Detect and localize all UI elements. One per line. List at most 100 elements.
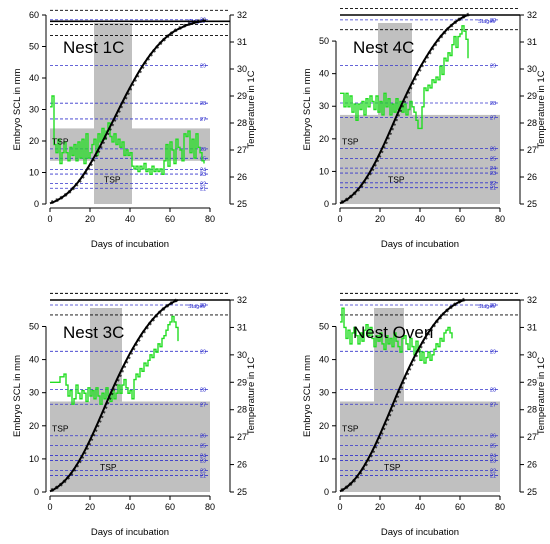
y2-tick-label: 27 (237, 145, 247, 155)
y2-tick-label: 25 (237, 487, 247, 497)
y2-tick-label: 29 (527, 91, 537, 101)
x-tick-label: 0 (47, 502, 52, 512)
temperature-series-line (50, 315, 179, 405)
stage-label-23: 23 (200, 459, 206, 465)
stage-label-23: 23 (490, 459, 496, 465)
x-axis-title: Days of incubation (91, 527, 169, 538)
y-tick-label: 0 (324, 487, 329, 497)
x-tick-label: 40 (415, 502, 425, 512)
x-tick-label: 60 (455, 502, 465, 512)
y-tick-label: 0 (34, 199, 39, 209)
stage-label-21: 21 (490, 473, 496, 479)
stage-label-29: 29 (200, 349, 206, 355)
y-axis-title: Embryo SCL in mm (12, 68, 23, 150)
x-tick-label: 80 (495, 214, 505, 224)
y2-tick-label: 26 (237, 460, 247, 470)
y2-tick-label: 32 (237, 10, 247, 20)
y2-tick-label: 32 (527, 10, 537, 20)
y2-tick-label: 31 (527, 322, 537, 332)
stage-label-26: 26 (200, 147, 206, 153)
stage-label-26: 26 (490, 147, 496, 153)
stages-label: Stages (478, 304, 495, 310)
y2-tick-label: 30 (527, 64, 537, 74)
y2-axis-title: Temperature in 1C (246, 70, 257, 148)
stage-label-22: 22 (200, 468, 206, 474)
x-tick-label: 20 (375, 502, 385, 512)
stage-label-23: 23 (200, 172, 206, 178)
y-tick-label: 50 (319, 36, 329, 46)
y2-axis-title: Temperature in 1C (246, 357, 257, 435)
y-tick-label: 0 (324, 199, 329, 209)
y2-tick-label: 27 (237, 432, 247, 442)
stage-label-21: 21 (200, 473, 206, 479)
stage-label-29: 29 (490, 349, 496, 355)
stage-label-21: 21 (200, 186, 206, 192)
y-tick-label: 20 (29, 421, 39, 431)
stage-label-27: 27 (490, 116, 496, 122)
y2-tick-label: 26 (527, 460, 537, 470)
y-tick-label: 40 (319, 69, 329, 79)
x-tick-label: 0 (337, 214, 342, 224)
stage-label-29: 29 (490, 64, 496, 70)
y2-tick-label: 32 (237, 295, 247, 305)
y-tick-label: 30 (319, 388, 329, 398)
y-axis-title: Embryo SCL in mm (12, 355, 23, 437)
y-tick-label: 10 (319, 166, 329, 176)
stage-label-27: 27 (200, 117, 206, 123)
temperature-series-line (340, 307, 453, 364)
x-tick-label: 80 (205, 502, 215, 512)
chart-panel-1: 30292827262524232221StagesTSPTSP02040608… (12, 9, 257, 250)
stages-label: Stages (188, 304, 205, 310)
stage-label-22: 22 (490, 181, 496, 187)
y-tick-label: 50 (29, 321, 39, 331)
panel-title: Nest 1C (63, 38, 124, 57)
y2-tick-label: 28 (237, 118, 247, 128)
y-tick-label: 10 (319, 454, 329, 464)
stage-label-27: 27 (200, 402, 206, 408)
x-tick-label: 60 (165, 502, 175, 512)
tsp-band-horizontal (50, 401, 210, 492)
y2-tick-label: 29 (237, 377, 247, 387)
x-tick-label: 40 (125, 502, 135, 512)
y2-tick-label: 30 (527, 350, 537, 360)
panel-title: Nest Oven (353, 323, 433, 342)
y2-axis-title: Temperature in 1C (536, 70, 547, 148)
stage-label-28: 28 (490, 387, 496, 393)
y2-tick-label: 29 (527, 377, 537, 387)
y2-tick-label: 31 (527, 37, 537, 47)
embryo-growth-envelope-line (340, 297, 467, 492)
y2-tick-label: 26 (527, 172, 537, 182)
y2-tick-label: 27 (527, 145, 537, 155)
y-tick-label: 30 (29, 388, 39, 398)
x-tick-label: 20 (375, 214, 385, 224)
stage-label-24: 24 (200, 454, 206, 460)
stage-label-23: 23 (490, 171, 496, 177)
tsp-label-vertical: TSP (388, 174, 405, 184)
y-tick-label: 20 (319, 421, 329, 431)
y2-axis-title: Temperature in 1C (536, 357, 547, 435)
x-tick-label: 80 (205, 214, 215, 224)
y2-tick-label: 31 (237, 37, 247, 47)
x-tick-label: 0 (337, 502, 342, 512)
x-tick-label: 80 (495, 502, 505, 512)
y2-tick-label: 28 (527, 118, 537, 128)
embryo-growth-envelope-line (340, 12, 471, 204)
y2-tick-label: 30 (237, 350, 247, 360)
y2-tick-label: 25 (527, 487, 537, 497)
panel-title: Nest 4C (353, 38, 414, 57)
y-axis-title: Embryo SCL in mm (302, 355, 313, 437)
y2-tick-label: 28 (237, 405, 247, 415)
y2-tick-label: 30 (237, 64, 247, 74)
tsp-band-horizontal (340, 114, 500, 204)
y2-tick-label: 27 (527, 432, 537, 442)
temperature-series-line (340, 25, 469, 130)
x-tick-label: 60 (165, 214, 175, 224)
y-tick-label: 0 (34, 487, 39, 497)
temperature-series-line (50, 95, 205, 175)
y-tick-label: 40 (319, 355, 329, 365)
y2-tick-label: 32 (527, 295, 537, 305)
x-axis-title: Days of incubation (381, 239, 459, 250)
stage-label-30: 30 (490, 303, 496, 309)
